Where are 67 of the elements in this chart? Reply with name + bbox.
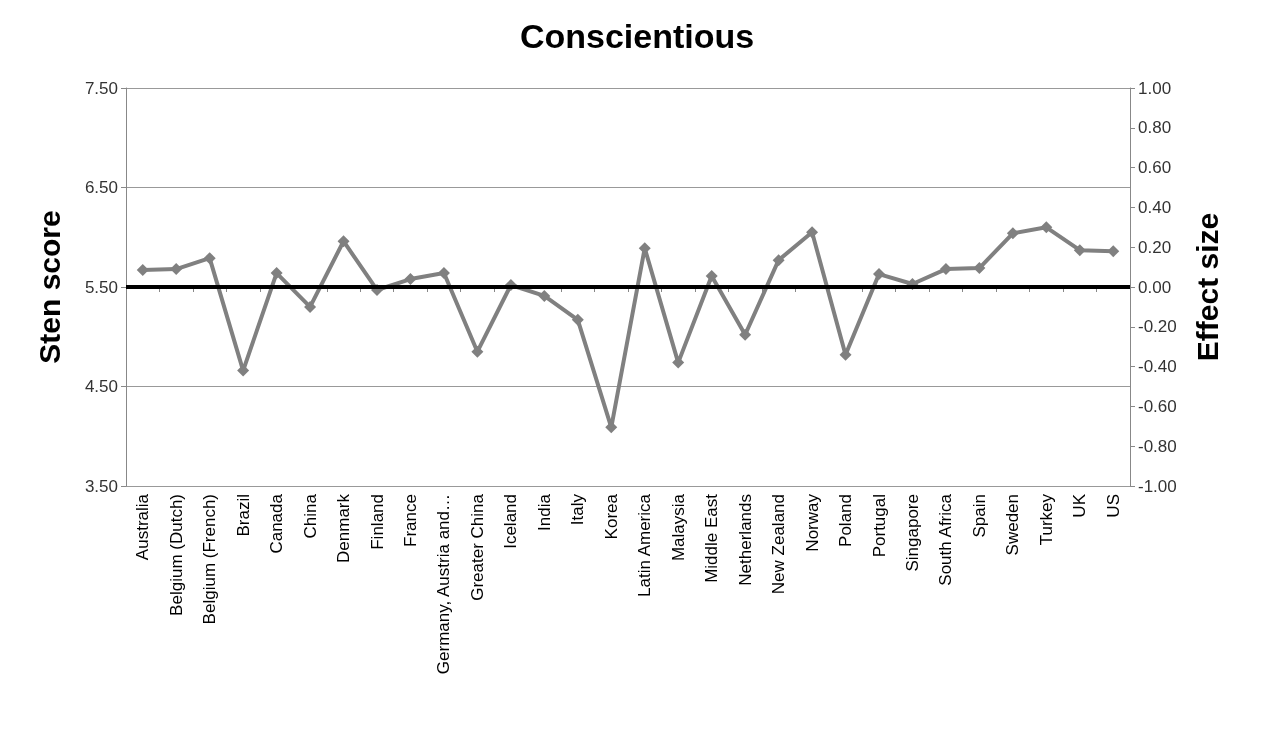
x-tick-label: Sweden (1003, 494, 1023, 556)
y2-tick-label: -0.80 (1138, 436, 1177, 456)
x-tick-label: Belgium (Dutch) (166, 494, 186, 616)
x-tick-label: Greater China (467, 493, 487, 601)
point (471, 345, 484, 358)
point (772, 254, 785, 267)
point (739, 328, 752, 341)
x-tick-label: Korea (601, 493, 621, 540)
point (203, 252, 216, 265)
y-tick-label: 4.50 (84, 377, 118, 396)
y2-tick-label: -0.20 (1138, 317, 1177, 337)
point (973, 262, 986, 275)
x-tick-label: Finland (367, 494, 387, 550)
x-tick-label: Norway (802, 493, 822, 552)
x-tick-label: India (534, 493, 554, 531)
point (939, 263, 952, 276)
x-tick-label: Italy (568, 493, 588, 526)
y-tick-label: 5.50 (84, 277, 118, 297)
point (1006, 227, 1019, 240)
x-tick-label: New Zealand (769, 494, 789, 595)
x-tick-label: South Africa (936, 493, 956, 586)
x-tick-label: Spain (969, 494, 989, 538)
point (705, 270, 718, 283)
x-tick-label: Belgium (French) (200, 494, 220, 625)
y2-tick-label: -0.60 (1138, 396, 1177, 416)
point (571, 313, 584, 326)
x-tick-label: UK (1070, 493, 1090, 518)
y2-tick-label: 1.00 (1138, 78, 1172, 98)
chart-title: Conscientious (519, 17, 755, 55)
x-tick-label: France (400, 494, 420, 547)
x-tick-label: Middle East (702, 493, 722, 583)
y2-tick-label: 0.00 (1138, 277, 1172, 297)
x-tick-label: Brazil (233, 494, 253, 537)
point (1073, 244, 1086, 257)
point (304, 300, 317, 313)
y-tick-label: 7.50 (84, 78, 118, 98)
x-tick-label: US (1103, 494, 1123, 518)
x-tick-label: Malaysia (668, 493, 688, 562)
x-tick-label: Iceland (501, 494, 521, 549)
x-tick-label: Portugal (869, 494, 889, 558)
point (873, 268, 885, 281)
x-tick-label: China (300, 493, 320, 539)
y2-tick-label: 0.20 (1138, 237, 1172, 257)
point (538, 289, 551, 302)
x-tick-label: Poland (836, 494, 856, 547)
y-tick-label: 6.50 (84, 178, 118, 197)
x-tick-label: Latin America (635, 493, 655, 597)
point (337, 235, 350, 248)
point (1040, 221, 1053, 234)
y2-tick-label: -0.40 (1138, 357, 1177, 377)
y2-tick-label: 0.60 (1138, 158, 1172, 178)
y-tick-label: 3.50 (84, 476, 118, 496)
point (270, 267, 283, 280)
x-tick-label: Canada (267, 493, 287, 554)
x-tick-label: Denmark (334, 493, 354, 563)
x-tick-label: Australia (133, 493, 153, 561)
x-tick-label: Germany, Austria and… (434, 494, 454, 675)
y2-tick-label: 0.80 (1138, 118, 1172, 138)
x-tick-label: Turkey (1036, 493, 1056, 546)
y-axis-title: Sten score (32, 210, 66, 364)
y2-tick-label: -1.00 (1138, 476, 1177, 496)
y2-axis-title: Effect size (1190, 212, 1224, 362)
x-tick-label: Singapore (902, 494, 922, 572)
x-tick-label: Netherlands (735, 494, 755, 586)
point (404, 273, 417, 286)
point (806, 226, 819, 239)
y2-tick-label: 0.40 (1138, 197, 1172, 217)
